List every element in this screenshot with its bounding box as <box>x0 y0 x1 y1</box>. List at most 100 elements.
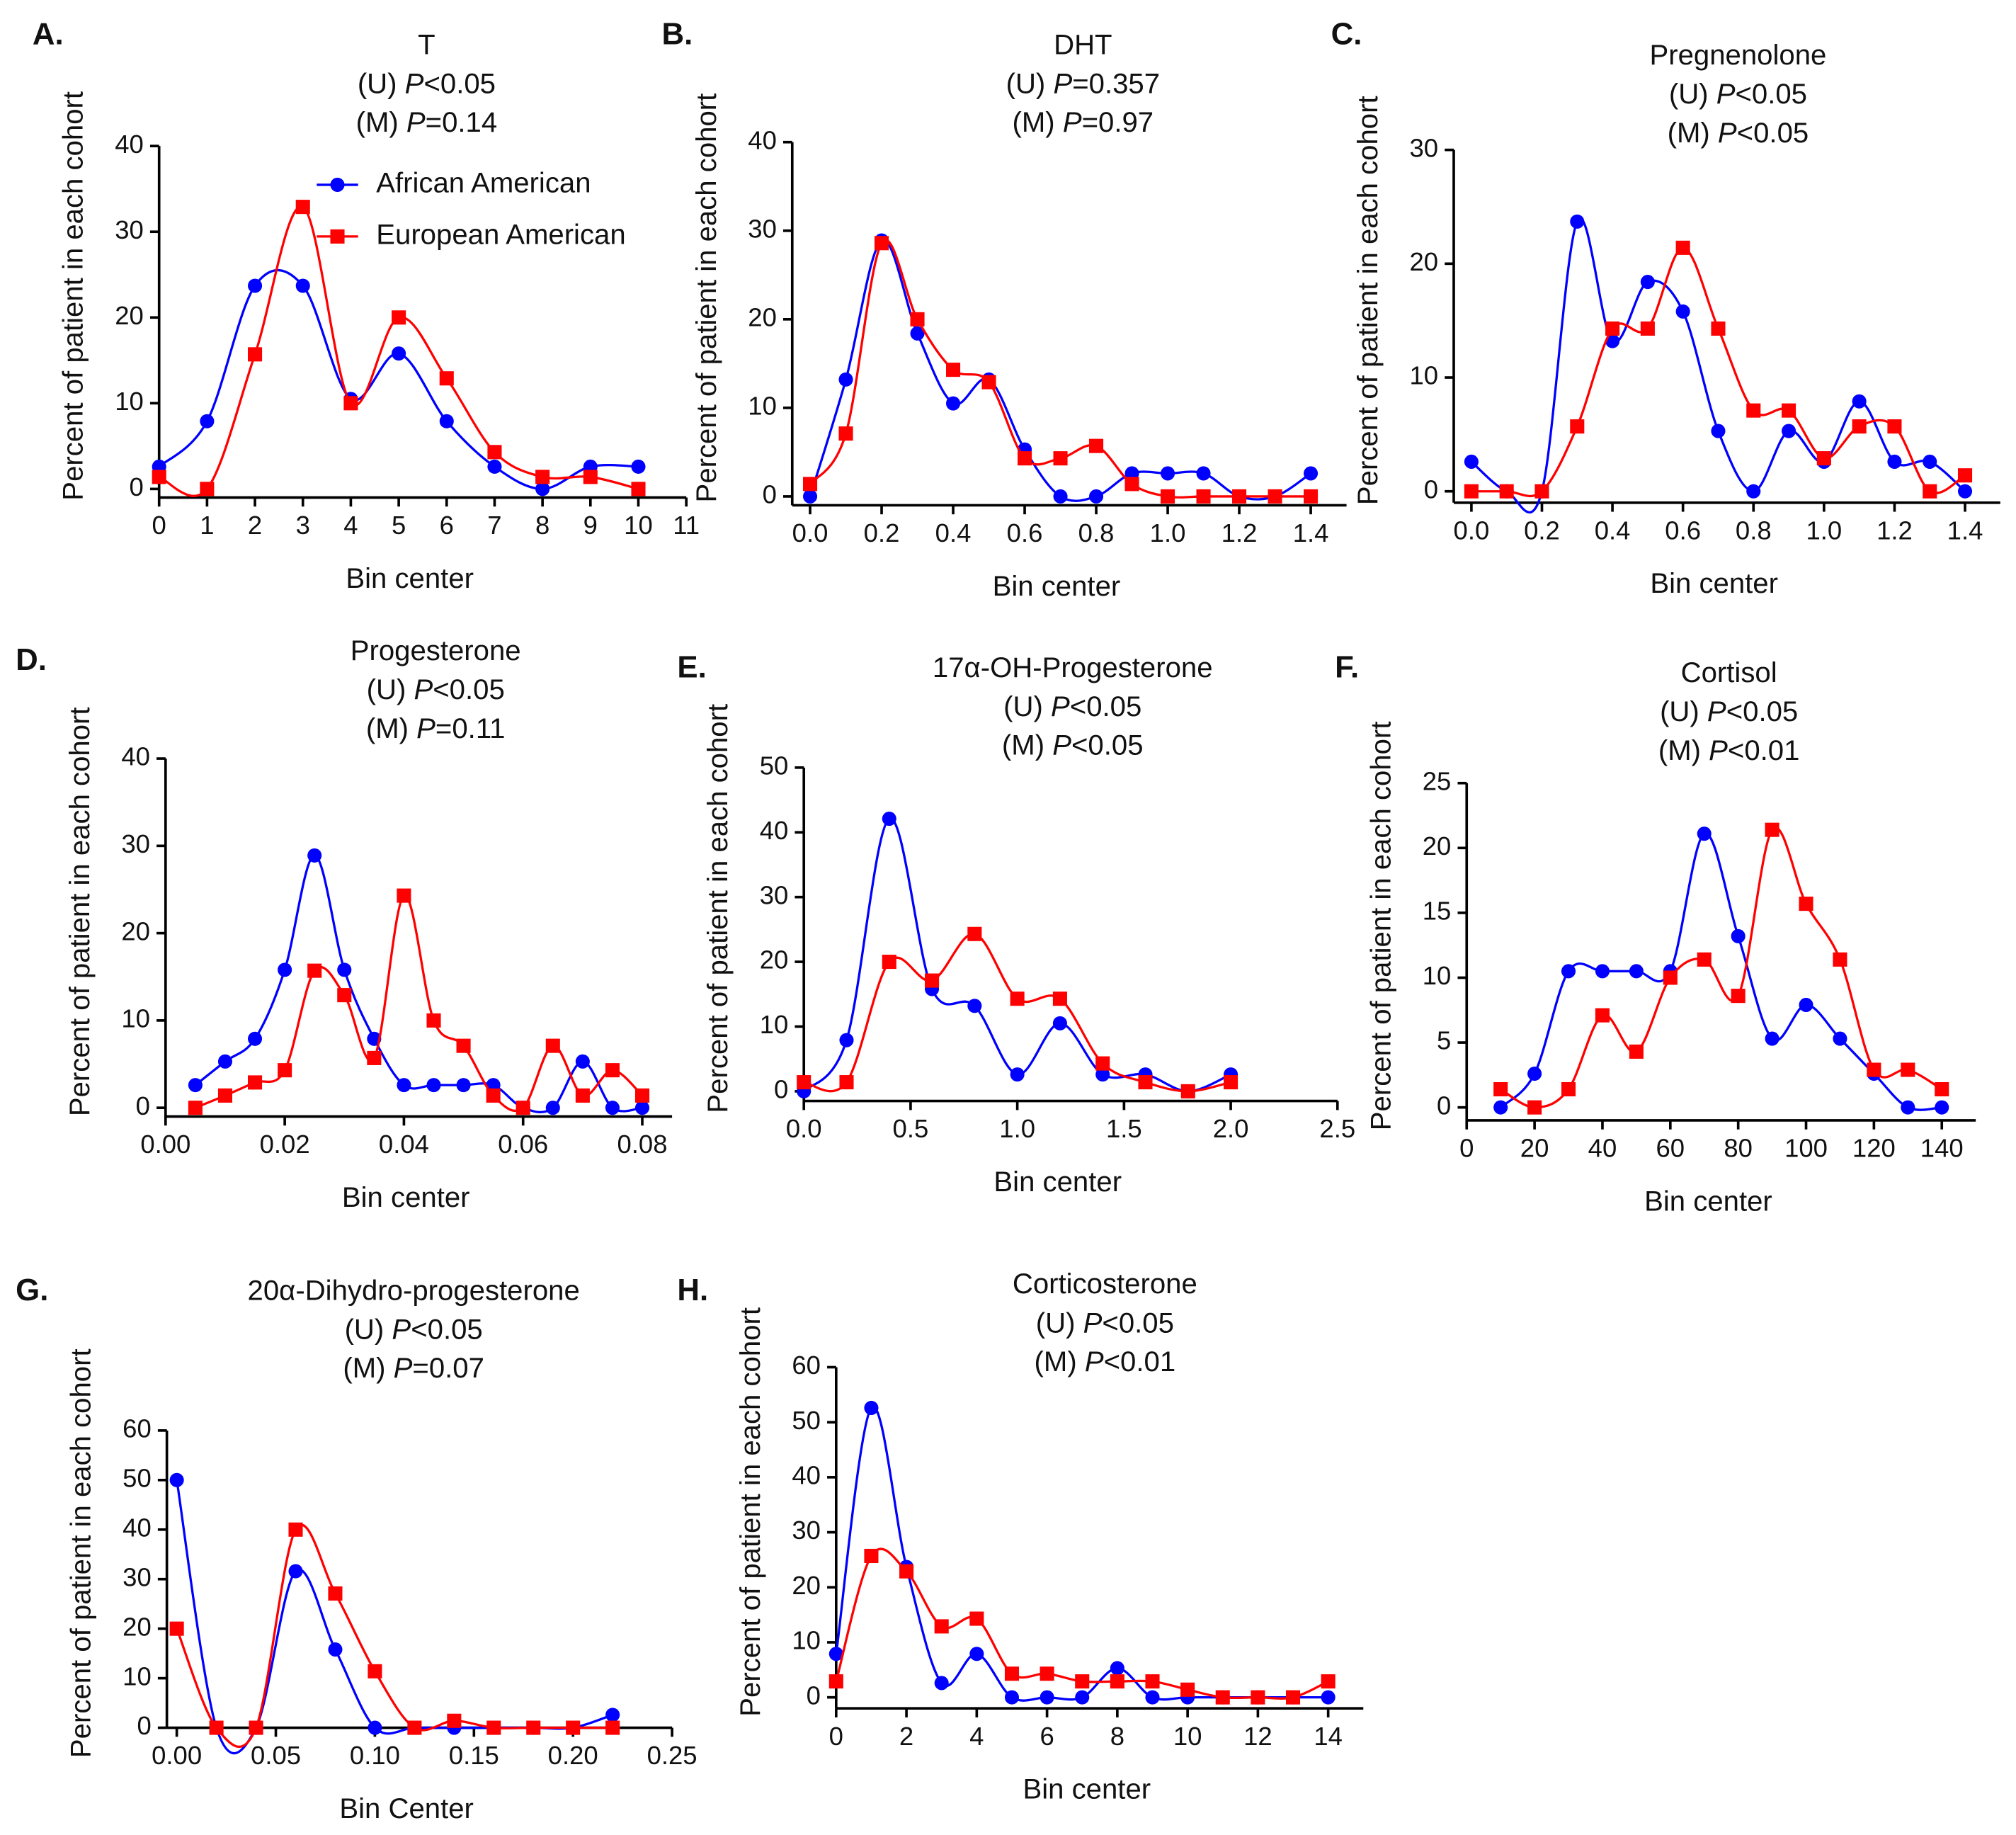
chart-subtitle: (M) P<0.05 <box>1668 116 1809 148</box>
data-point <box>1852 419 1867 434</box>
x-tick-label: 0.4 <box>935 518 972 547</box>
x-axis-label: Bin center <box>1023 1773 1151 1805</box>
data-point <box>969 1611 984 1626</box>
x-tick-label: 1.4 <box>1947 516 1983 545</box>
data-point <box>1010 1067 1025 1082</box>
data-point <box>1145 1690 1160 1705</box>
y-tick-label: 40 <box>760 816 789 845</box>
y-tick-label: 10 <box>792 1626 821 1655</box>
data-point <box>1196 466 1211 481</box>
x-tick-label: 6 <box>1040 1722 1054 1751</box>
x-tick-label: 0.4 <box>1595 516 1631 545</box>
x-tick-label: 10 <box>624 511 653 540</box>
data-point <box>535 482 550 496</box>
y-tick-label: 10 <box>748 392 777 421</box>
data-point <box>946 396 961 411</box>
chart-subtitle: (U) P<0.05 <box>1003 691 1141 722</box>
x-tick-label: 0.05 <box>251 1741 301 1770</box>
data-point <box>295 200 310 215</box>
x-tick-label: 100 <box>1784 1134 1828 1163</box>
data-point <box>631 482 646 496</box>
data-point <box>899 1564 914 1579</box>
x-tick-label: 12 <box>1243 1722 1272 1751</box>
legend-marker <box>330 229 345 244</box>
series-line <box>176 1479 613 1755</box>
chart-title: 17α-OH-Progesterone <box>933 652 1213 683</box>
x-tick-label: 3 <box>296 511 310 540</box>
data-point <box>169 1621 184 1636</box>
data-point <box>1675 304 1690 319</box>
y-tick-label: 30 <box>123 1562 152 1591</box>
data-point <box>1711 321 1726 336</box>
data-point <box>882 955 896 970</box>
data-point <box>368 1720 382 1735</box>
data-point <box>634 1088 650 1103</box>
data-point <box>1268 489 1282 504</box>
y-tick-label: 10 <box>760 1010 789 1039</box>
y-tick-label: 20 <box>123 1612 152 1641</box>
data-point <box>1782 424 1796 438</box>
x-tick-label: 140 <box>1920 1134 1964 1163</box>
x-tick-label: 0.00 <box>152 1741 202 1770</box>
data-point <box>1232 489 1247 504</box>
data-point <box>1053 489 1068 504</box>
data-point <box>1251 1690 1265 1705</box>
x-tick-label: 8 <box>535 511 549 540</box>
data-point <box>1816 451 1831 466</box>
data-point <box>217 1054 233 1069</box>
data-point <box>946 363 961 377</box>
y-tick-label: 20 <box>792 1571 821 1600</box>
data-point <box>934 1619 949 1634</box>
data-point <box>392 346 406 361</box>
data-point <box>248 347 263 362</box>
y-tick-label: 0 <box>1437 1091 1451 1120</box>
data-point <box>566 1720 581 1735</box>
data-point <box>882 812 896 826</box>
panel-label: B. <box>661 17 693 52</box>
chart-subtitle: (U) P<0.05 <box>345 1313 483 1345</box>
x-tick-label: 0.8 <box>1736 516 1772 545</box>
data-point <box>802 489 818 504</box>
data-point <box>439 414 454 428</box>
y-tick-label: 50 <box>792 1406 821 1435</box>
panel-label: C. <box>1331 17 1362 52</box>
x-tick-label: 0.6 <box>1007 518 1043 547</box>
x-axis-label: Bin center <box>1644 1185 1772 1217</box>
y-tick-label: 40 <box>792 1461 821 1490</box>
data-point <box>1697 952 1712 967</box>
data-point <box>278 962 292 977</box>
y-tick-label: 30 <box>1410 133 1439 162</box>
data-point <box>169 1472 184 1487</box>
chart-subtitle: (M) P<0.01 <box>1658 734 1800 766</box>
y-tick-label: 15 <box>1423 897 1452 926</box>
series-line <box>176 1523 613 1748</box>
data-point <box>1124 477 1139 492</box>
data-point <box>1697 826 1712 841</box>
data-point <box>875 236 889 251</box>
y-axis-label: Percent of patient in each cohort <box>690 93 722 503</box>
data-point <box>1075 1690 1090 1705</box>
data-point <box>1499 484 1514 499</box>
y-tick-label: 20 <box>121 916 150 945</box>
data-point <box>934 1676 949 1691</box>
x-tick-label: 0.5 <box>893 1114 929 1143</box>
y-tick-label: 40 <box>121 742 150 771</box>
data-point <box>486 1720 501 1735</box>
x-tick-label: 0 <box>829 1722 843 1751</box>
data-point <box>248 1075 263 1090</box>
data-point <box>981 375 996 390</box>
data-point <box>1089 489 1104 504</box>
chart-subtitle: (U) P<0.05 <box>358 67 496 99</box>
chart-title: T <box>418 28 435 60</box>
data-point <box>1040 1666 1054 1681</box>
series-line <box>158 268 639 491</box>
x-axis-label: Bin center <box>346 562 474 594</box>
data-point <box>516 1101 530 1115</box>
series-line <box>194 854 643 1114</box>
x-tick-label: 120 <box>1852 1134 1896 1163</box>
data-point <box>1711 424 1726 438</box>
data-point <box>1901 1100 1915 1115</box>
data-point <box>456 1038 471 1053</box>
y-axis-label: Percent of patient in each cohort <box>64 707 96 1116</box>
